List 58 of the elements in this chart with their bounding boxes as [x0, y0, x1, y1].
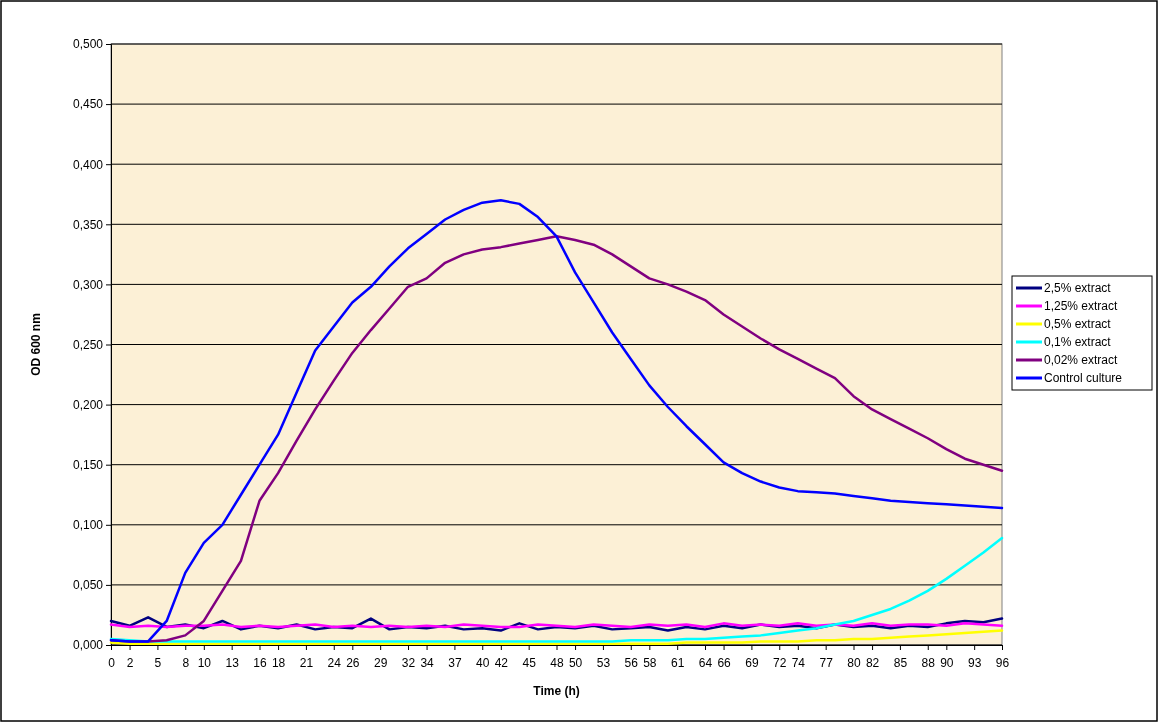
y-tick-label: 0,350 [72, 217, 104, 232]
x-tick-label: 21 [299, 656, 314, 671]
x-tick-label: 29 [373, 656, 388, 671]
x-tick-label: 69 [745, 656, 759, 671]
x-tick-label: 74 [791, 656, 806, 671]
x-tick-label: 66 [717, 656, 732, 671]
x-tick-label: 77 [819, 656, 834, 671]
x-tick-label: 5 [154, 656, 162, 671]
x-tick-label: 58 [643, 656, 657, 671]
x-tick-label: 88 [921, 656, 936, 671]
y-tick-label: 0,100 [72, 518, 104, 533]
y-axis-title: OD 600 nm [29, 313, 43, 376]
x-tick-label: 34 [420, 656, 435, 671]
line-series [109, 536, 1004, 643]
legend-label: 2,5% extract [1044, 281, 1112, 295]
legend-label: 0,5% extract [1044, 317, 1112, 331]
x-tick-label: 80 [847, 656, 861, 671]
legend-label: 0,1% extract [1044, 335, 1112, 349]
x-axis-title: Time (h) [533, 684, 580, 698]
legend-label: Control culture [1044, 371, 1123, 385]
line-series [109, 629, 1004, 646]
y-tick-label: 0,250 [72, 337, 104, 352]
x-tick-label: 93 [967, 656, 982, 671]
x-tick-label: 26 [346, 656, 360, 671]
x-tick-label: 56 [624, 656, 639, 671]
y-tick-label: 0,150 [72, 458, 104, 473]
y-tick-label: 0,000 [72, 638, 104, 653]
x-tick-label: 18 [271, 656, 286, 671]
y-tick-label: 0,450 [72, 97, 104, 112]
x-tick-label: 16 [253, 656, 267, 671]
x-tick-label: 72 [773, 656, 787, 671]
y-tick-label: 0,500 [72, 37, 104, 52]
y-tick-label: 0,050 [72, 578, 104, 593]
x-tick-label: 0 [108, 656, 116, 671]
legend-label: 1,25% extract [1044, 299, 1119, 313]
x-tick-label: 53 [596, 656, 611, 671]
x-tick-label: 82 [865, 656, 880, 671]
x-tick-label: 50 [568, 656, 583, 671]
x-tick-label: 37 [448, 656, 462, 671]
x-tick-label: 24 [327, 656, 342, 671]
x-tick-label: 13 [225, 656, 240, 671]
y-tick-label: 0,200 [72, 397, 104, 412]
x-tick-label: 42 [494, 656, 509, 671]
x-tick-label: 85 [893, 656, 908, 671]
x-tick-label: 40 [476, 656, 490, 671]
x-tick-label: 64 [698, 656, 713, 671]
x-tick-label: 8 [182, 656, 190, 671]
legend-label: 0,02% extract [1044, 353, 1119, 367]
x-tick-label: 61 [670, 656, 685, 671]
x-tick-label: 10 [197, 656, 212, 671]
x-tick-label: 45 [522, 656, 537, 671]
x-tick-label: 2 [126, 656, 134, 671]
x-tick-label: 96 [995, 656, 1010, 671]
y-tick-label: 0,300 [72, 277, 104, 292]
y-tick-label: 0,400 [72, 157, 104, 172]
x-tick-label: 48 [550, 656, 564, 671]
x-tick-label: 32 [401, 656, 416, 671]
x-tick-label: 90 [940, 656, 954, 671]
